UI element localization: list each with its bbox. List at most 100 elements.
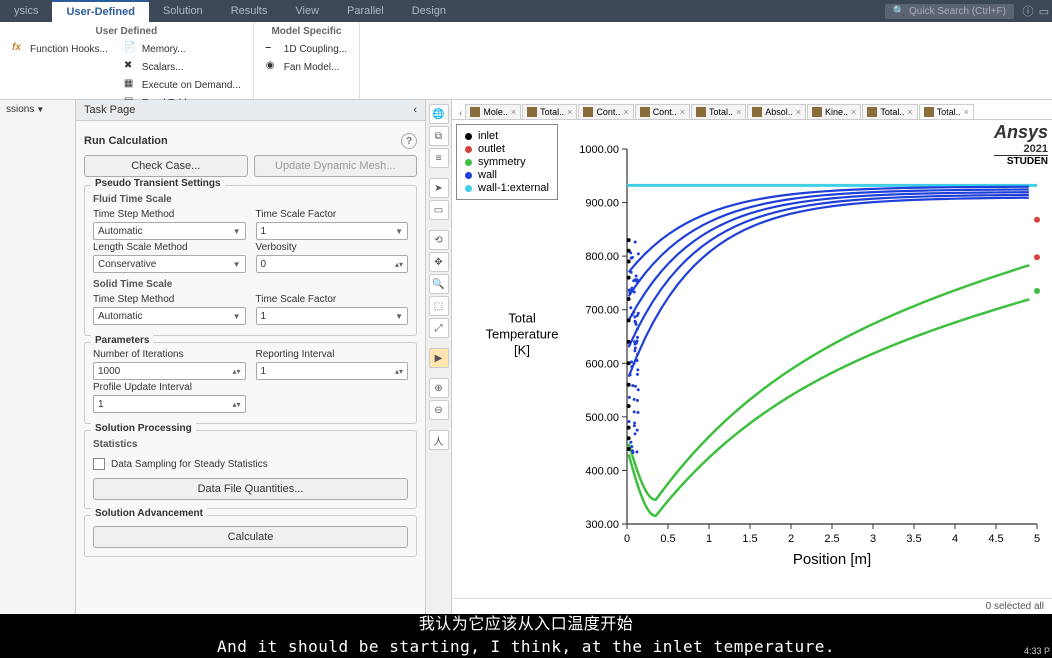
doc-tab[interactable]: Absol..× [747,104,806,119]
close-icon[interactable]: × [851,107,856,117]
tab-parallel[interactable]: Parallel [333,0,398,22]
close-icon[interactable]: × [680,107,685,117]
search-icon: 🔍 [893,6,905,17]
fx-icon: fx [12,42,26,56]
search-placeholder: Quick Search (Ctrl+F) [909,6,1006,17]
length-scale-method-select[interactable]: Conservative▼ [93,255,246,273]
tab-results[interactable]: Results [217,0,282,22]
data-file-quantities-button[interactable]: Data File Quantities... [93,478,408,500]
close-icon[interactable]: × [511,107,516,117]
function-hooks-button[interactable]: fxFunction Hooks... [8,41,112,57]
svg-text:400.00: 400.00 [585,465,619,477]
close-icon[interactable]: × [567,107,572,117]
profile-update-spinner[interactable]: 1▴▾ [93,395,246,413]
svg-text:Temperature: Temperature [486,327,559,342]
verbosity-spinner[interactable]: 0▴▾ [256,255,409,273]
1d-coupling-button[interactable]: ⎯1D Coupling... [262,41,351,57]
svg-text:0.5: 0.5 [660,533,675,545]
quick-search[interactable]: 🔍 Quick Search (Ctrl+F) [885,4,1014,19]
xy-plot[interactable]: inletoutletsymmetrywallwall-1:external A… [452,120,1052,598]
globe-icon[interactable]: 🌐 [429,104,449,124]
probe-icon[interactable]: ▶ [429,348,449,368]
memory-icon: 📄 [124,42,138,56]
solid-time-step-method-select[interactable]: Automatic▼ [93,307,246,325]
tabs-prev-icon[interactable]: ‹ [456,108,465,119]
svg-text:[K]: [K] [514,343,530,358]
solution-processing-group: Solution Processing Statistics Data Samp… [84,430,417,509]
calculate-button[interactable]: Calculate [93,526,408,548]
svg-text:1000.00: 1000.00 [579,144,619,156]
svg-text:Position [m]: Position [m] [793,551,871,568]
close-icon[interactable]: × [623,107,628,117]
close-icon[interactable]: × [964,107,969,117]
box-icon[interactable]: ▭ [1036,3,1052,19]
scalars-button[interactable]: ✖Scalars... [120,59,245,75]
video-subtitles: 我认为它应该从入口温度开始 And it should be starting,… [0,614,1052,658]
doc-tab[interactable]: Total..× [522,104,577,119]
zoom-icon[interactable]: 🔍 [429,274,449,294]
sessions-item[interactable]: ssions▼ [0,100,75,119]
doc-tab[interactable]: Cont..× [578,104,633,119]
rotate-icon[interactable]: ⟲ [429,230,449,250]
info-icon[interactable]: ⓘ [1020,3,1036,19]
task-page-header: Task Page ‹ [76,100,425,121]
close-icon[interactable]: × [796,107,801,117]
fan-model-button[interactable]: ◉Fan Model... [262,59,351,75]
layers-icon[interactable]: ≡ [429,148,449,168]
doc-tab[interactable]: Total..× [919,104,974,119]
tab-icon [812,107,822,117]
tab-view[interactable]: View [281,0,333,22]
view-toolbar: 🌐 ⧉ ≡ ➤ ▭ ⟲ ✥ 🔍 ⬚ ⤢ ▶ ⊕ ⊖ 人 [426,100,452,614]
tab-user-defined[interactable]: User-Defined [52,0,148,22]
svg-text:700.00: 700.00 [585,305,619,317]
help-icon[interactable]: ? [401,133,417,149]
top-menu: ysics User-Defined Solution Results View… [0,0,1052,22]
demagnify-icon[interactable]: ⊖ [429,400,449,420]
memory-button[interactable]: 📄Memory... [120,41,245,57]
group-title: Model Specific [262,24,351,41]
magnify-icon[interactable]: ⊕ [429,378,449,398]
doc-tab[interactable]: Mole..× [465,104,521,119]
pseudo-transient-group: Pseudo Transient Settings Fluid Time Sca… [84,185,417,336]
svg-text:1.5: 1.5 [742,533,757,545]
time-scale-factor-input[interactable]: 1▼ [256,222,409,240]
iterations-spinner[interactable]: 1000▴▾ [93,362,246,380]
execute-on-demand-button[interactable]: ▦Execute on Demand... [120,77,245,93]
solid-time-scale-factor-input[interactable]: 1▼ [256,307,409,325]
close-icon[interactable]: × [736,107,741,117]
tab-icon [867,107,877,117]
pointer-icon[interactable]: ➤ [429,178,449,198]
tab-physics[interactable]: ysics [0,0,52,22]
svg-text:3: 3 [870,533,876,545]
tab-design[interactable]: Design [398,0,460,22]
person-icon[interactable]: 人 [429,430,449,450]
copy-icon[interactable]: ⧉ [429,126,449,146]
taskbar-clock: 4:33 P [1024,646,1050,656]
fan-icon: ◉ [266,60,280,74]
time-step-method-select[interactable]: Automatic▼ [93,222,246,240]
svg-text:600.00: 600.00 [585,358,619,370]
ribbon-group-user-defined: User Defined fxFunction Hooks... 📄Memory… [0,22,254,99]
reporting-interval-spinner[interactable]: 1▴▾ [256,362,409,380]
tab-solution[interactable]: Solution [149,0,217,22]
svg-text:500.00: 500.00 [585,412,619,424]
doc-tab[interactable]: Cont..× [635,104,690,119]
svg-text:2: 2 [788,533,794,545]
close-icon[interactable]: × [907,107,912,117]
doc-tab[interactable]: Total..× [691,104,746,119]
group-title: User Defined [8,24,245,41]
chart-legend: inletoutletsymmetrywallwall-1:external [456,124,558,200]
update-dynamic-mesh-button[interactable]: Update Dynamic Mesh... [254,155,418,177]
data-sampling-checkbox[interactable]: Data Sampling for Steady Statistics [93,454,408,474]
pan-icon[interactable]: ✥ [429,252,449,272]
select-icon[interactable]: ▭ [429,200,449,220]
collapse-icon[interactable]: ‹ [413,104,417,116]
scalars-icon: ✖ [124,60,138,74]
check-case-button[interactable]: Check Case... [84,155,248,177]
doc-tab[interactable]: Kine..× [807,104,861,119]
doc-tab[interactable]: Total..× [862,104,917,119]
tab-icon [696,107,706,117]
task-page-panel: Task Page ‹ Run Calculation ? Check Case… [76,100,426,614]
zoom-box-icon[interactable]: ⬚ [429,296,449,316]
fit-icon[interactable]: ⤢ [429,318,449,338]
